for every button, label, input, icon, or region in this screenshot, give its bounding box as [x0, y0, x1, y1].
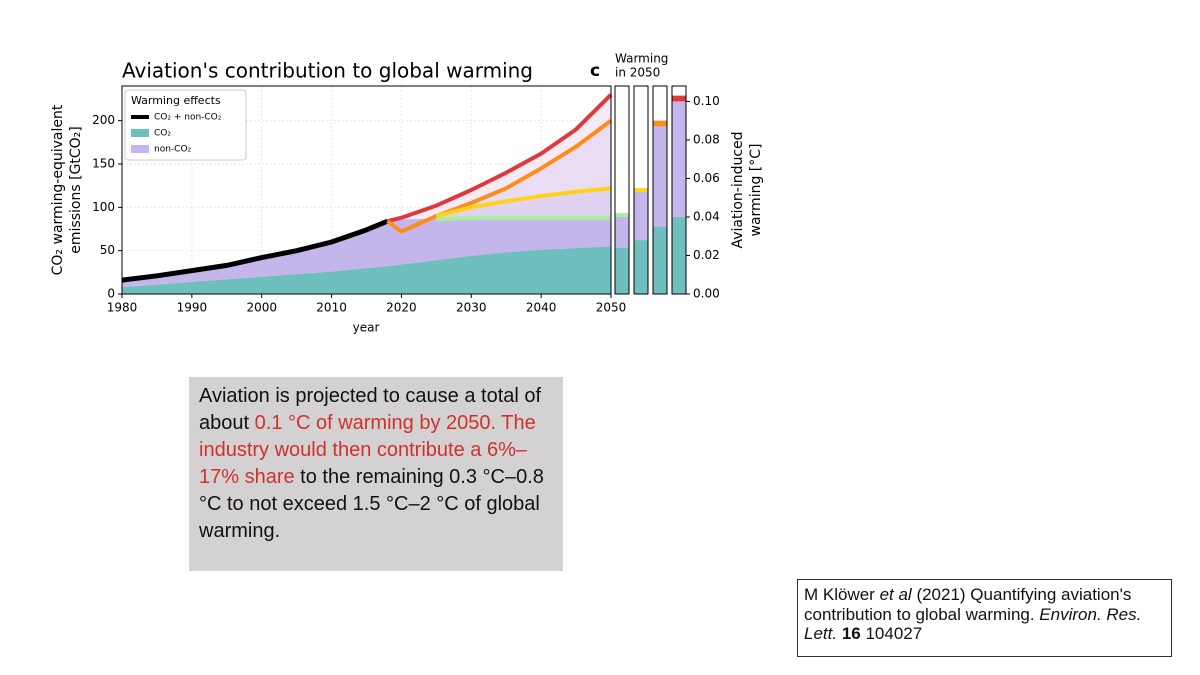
bar-segment — [672, 95, 686, 102]
bar-frame — [614, 85, 630, 295]
x-tick-label: 1990 — [177, 301, 208, 315]
citation-segment: et al — [879, 585, 912, 604]
plot-frame — [121, 85, 612, 295]
legend-box — [124, 89, 247, 161]
text-segment: 0.1 °C of warming by 2050. The industry … — [199, 412, 536, 488]
bar-segment — [672, 216, 686, 294]
y2-tick-label: 0.08 — [693, 132, 720, 146]
citation-segment: (2021) Quantifying aviation's contributi… — [804, 585, 1132, 624]
line — [121, 218, 389, 283]
citation-segment: 16 — [841, 624, 861, 643]
y-tick-label: 50 — [100, 243, 115, 257]
y2-tick-label: 0.02 — [693, 248, 720, 262]
y-axis-label: CO₂ warming-equivalent — [50, 104, 66, 275]
x-tick-label: 2050 — [596, 301, 627, 315]
bar-segment — [615, 216, 629, 248]
x-tick-label: 2030 — [456, 301, 487, 315]
y2-tick-label: 0.00 — [693, 287, 720, 301]
y-tick-label: 150 — [92, 157, 115, 171]
bar-segment — [615, 213, 629, 217]
y-tick-label: 100 — [92, 200, 115, 214]
text-segment: to the remaining 0.3 °C–0.8 °C to not ex… — [199, 466, 544, 542]
bar-segment — [653, 120, 667, 127]
y2-axis-label: Aviation-induced — [730, 131, 746, 248]
legend-swatch — [131, 129, 149, 137]
line — [435, 186, 612, 218]
inset-title: in 2050 — [615, 66, 660, 80]
bar-segment — [615, 247, 629, 294]
bar-segment — [634, 191, 648, 241]
text-box: Aviation is projected to cause a total o… — [189, 377, 563, 571]
citation-segment: 104027 — [860, 624, 923, 643]
bar-segment — [634, 240, 648, 294]
line — [436, 215, 611, 222]
chart: Aviation's contribution to global warmin… — [50, 52, 764, 335]
bar-segment — [672, 101, 686, 217]
inset-title: Warming — [615, 52, 668, 66]
bar-segment — [653, 126, 667, 227]
legend: Warming effects CO₂ + non-CO₂ CO₂ non-CO₂ — [124, 89, 247, 161]
area — [122, 217, 611, 288]
legend-title: Warming effects — [131, 94, 221, 107]
legend-label: CO₂ — [154, 129, 171, 139]
x-tick-label: 2040 — [526, 301, 557, 315]
bar-frame — [671, 85, 687, 295]
x-axis-label: year — [353, 321, 380, 335]
y2-tick-label: 0.06 — [693, 171, 720, 185]
x-tick-label: 1980 — [107, 301, 138, 315]
y-axis-label: emissions [GtCO₂] — [68, 126, 84, 253]
text-segment: Aviation is projected to cause a total o… — [199, 385, 542, 434]
panel-label: c — [590, 61, 600, 81]
y2-tick-label: 0.10 — [693, 94, 720, 108]
citation-segment: M Klöwer — [804, 585, 880, 604]
line — [386, 93, 613, 224]
bar-frame — [652, 85, 668, 295]
bar-segment — [634, 188, 648, 192]
bar-frame — [633, 85, 649, 295]
citation-segment: Environ. Res. Lett. — [804, 604, 1142, 644]
x-tick-label: 2010 — [316, 301, 347, 315]
x-tick-label: 2000 — [246, 301, 277, 315]
bar-segment — [653, 226, 667, 294]
y-tick-label: 200 — [92, 113, 115, 127]
legend-swatch — [131, 145, 149, 153]
y-tick-label: 0 — [107, 287, 115, 301]
legend-label: non-CO₂ — [154, 145, 192, 155]
line — [386, 119, 613, 234]
y2-tick-label: 0.04 — [693, 209, 720, 223]
area — [122, 246, 611, 294]
citation-box: M Klöwer et al (2021) Quantifying aviati… — [797, 579, 1172, 657]
legend-label: CO₂ + non-CO₂ — [154, 113, 222, 123]
chart-title: Aviation's contribution to global warmin… — [122, 59, 533, 83]
y2-axis-label: warming [°C] — [748, 144, 764, 237]
x-tick-label: 2020 — [386, 301, 417, 315]
